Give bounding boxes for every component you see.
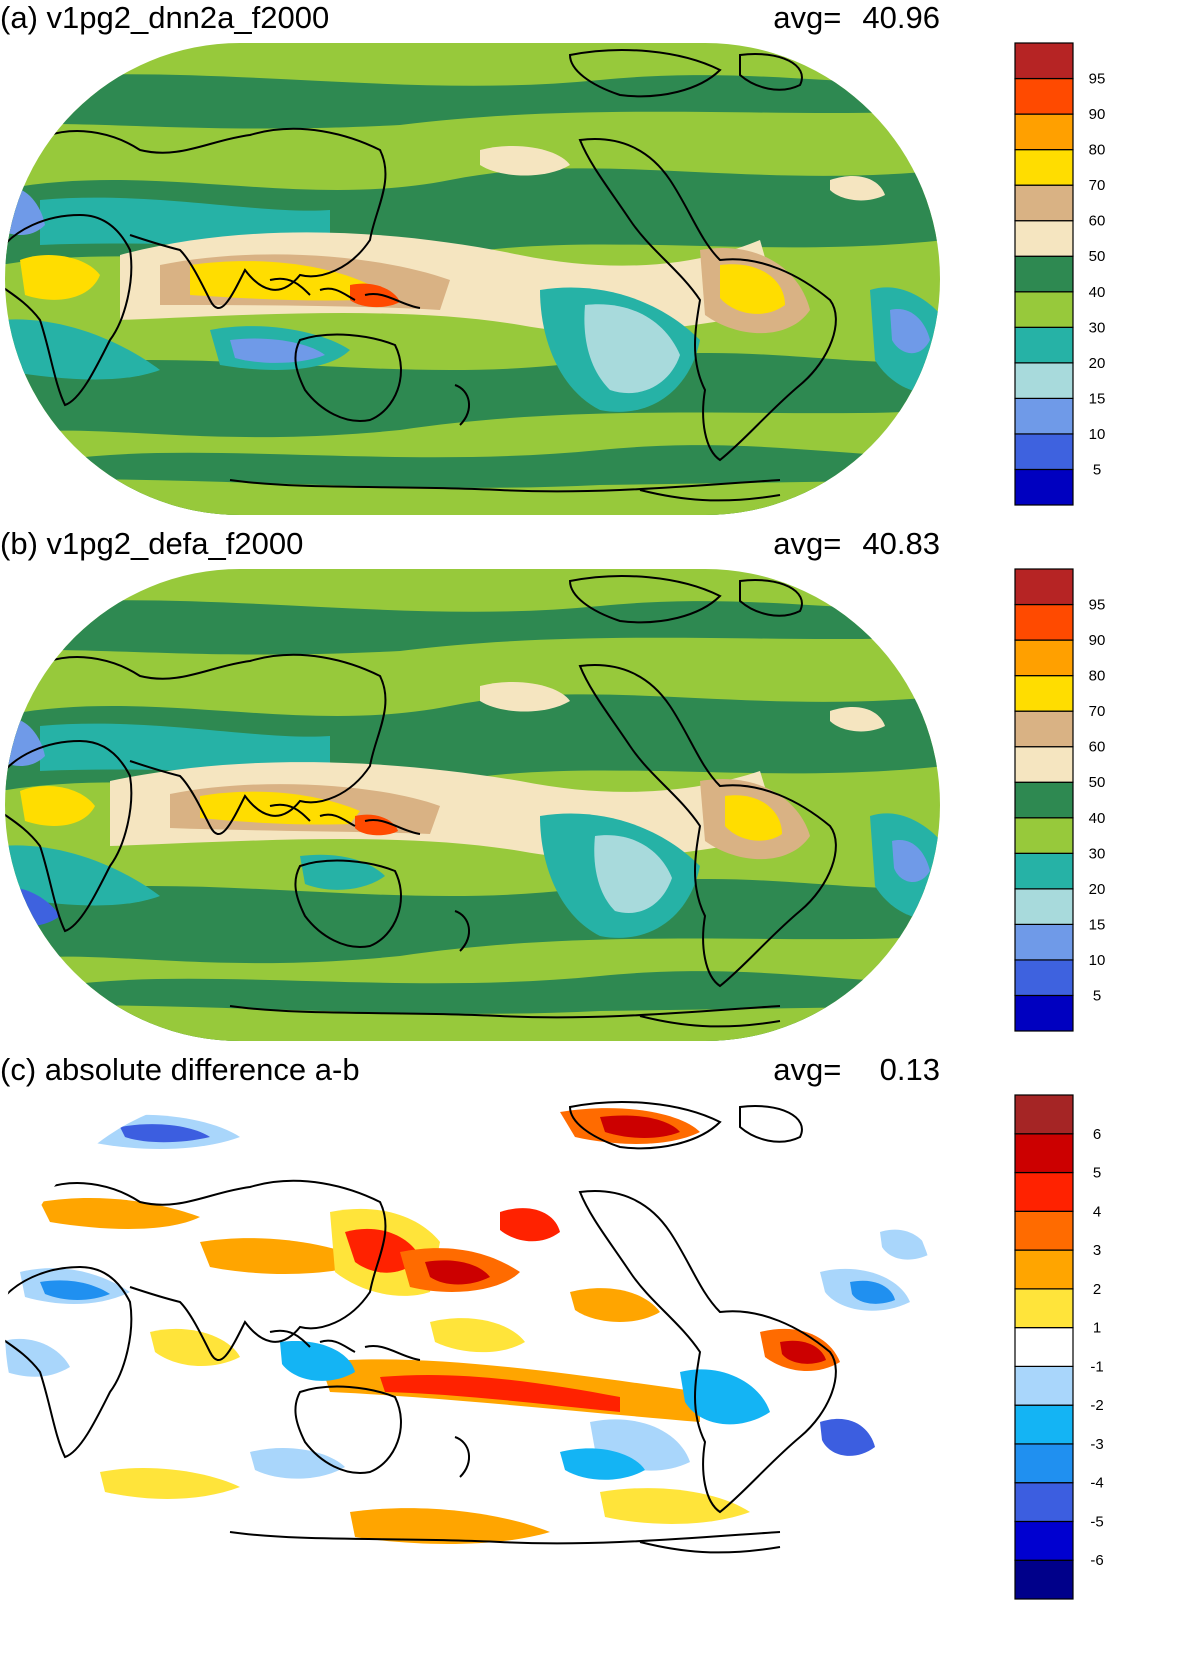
panel-b-colorbar-swatch bbox=[1014, 923, 1074, 961]
panel-c-colorbar-label: 4 bbox=[1093, 1203, 1101, 1220]
panel-c-colorbar-label: 1 bbox=[1093, 1320, 1101, 1337]
panel-a-colorbar-label: 95 bbox=[1089, 71, 1106, 88]
panel-a-colorbar-swatch bbox=[1014, 184, 1074, 222]
panel-c-colorbar: -6 -5 -4 -3 -2 -1 1 2 3 4 5 6 bbox=[1014, 1094, 1104, 1600]
panel-b-colorbar-swatch bbox=[1014, 781, 1074, 819]
panel-c-avg-value: 0.13 bbox=[879, 1052, 940, 1087]
panel-b-colorbar-label: 10 bbox=[1089, 952, 1106, 969]
panel-a-map bbox=[5, 43, 940, 515]
panel-a-title: (a) v1pg2_dnn2a_f2000 bbox=[0, 0, 330, 35]
panel-b-colorbar-label: 15 bbox=[1089, 916, 1106, 933]
panel-c-colorbar-swatch bbox=[1014, 1171, 1074, 1212]
panel-b-colorbar-label: 95 bbox=[1089, 597, 1106, 614]
panel-a-colorbar-swatch bbox=[1014, 220, 1074, 257]
panel-c-colorbar-label: -2 bbox=[1090, 1397, 1103, 1414]
panel-c-colorbar-label: -5 bbox=[1090, 1513, 1103, 1530]
panel-b-colorbar-label: 30 bbox=[1089, 845, 1106, 862]
panel-b-colorbar-swatch bbox=[1014, 852, 1074, 890]
panel-c-colorbar-swatch bbox=[1014, 1365, 1074, 1406]
panel-a-colorbar-label: 80 bbox=[1089, 142, 1106, 159]
panel-b-avg-label: avg= bbox=[773, 526, 842, 561]
panel-a-colorbar-label: 40 bbox=[1089, 284, 1106, 301]
panel-c-colorbar-label: 6 bbox=[1093, 1126, 1101, 1143]
panel-a-colorbar-swatch bbox=[1014, 362, 1074, 399]
panel-b-colorbar-swatch bbox=[1014, 817, 1074, 854]
panel-c-colorbar-label: -3 bbox=[1090, 1436, 1103, 1453]
panel-b-colorbar-label: 20 bbox=[1089, 881, 1106, 898]
panel-a-colorbar-label: 15 bbox=[1089, 390, 1106, 407]
panel-c: (c) absolute difference a-b avg= 0.13 bbox=[0, 1052, 1183, 1677]
panel-c-average: avg= 0.13 bbox=[773, 1052, 940, 1088]
panel-a-colorbar-swatch bbox=[1014, 113, 1074, 151]
panel-c-colorbar-swatch bbox=[1014, 1482, 1074, 1523]
panel-b-average: avg= 40.83 bbox=[773, 526, 940, 562]
panel-c-colorbar-label: 3 bbox=[1093, 1242, 1101, 1259]
panel-c-title: (c) absolute difference a-b bbox=[0, 1052, 360, 1087]
panel-c-colorbar-swatch bbox=[1014, 1520, 1074, 1561]
panel-b-colorbar-swatch bbox=[1014, 639, 1074, 677]
panel-a: (a) v1pg2_dnn2a_f2000 avg= 40.96 bbox=[0, 0, 1183, 520]
panel-a-colorbar: 5 10 15 20 30 40 50 60 70 80 90 95 bbox=[1014, 42, 1106, 506]
panel-a-colorbar-swatch bbox=[1014, 326, 1074, 364]
panel-b-colorbar-swatch bbox=[1014, 959, 1074, 997]
panel-b-colorbar-swatch bbox=[1014, 675, 1074, 712]
panel-c-colorbar-label: 5 bbox=[1093, 1165, 1101, 1182]
panel-b-colorbar-swatch bbox=[1014, 746, 1074, 783]
panel-a-colorbar-label: 60 bbox=[1089, 213, 1106, 230]
panel-a-colorbar-swatch bbox=[1014, 255, 1074, 293]
panel-c-colorbar-swatch bbox=[1014, 1133, 1074, 1174]
panel-c-colorbar-swatch bbox=[1014, 1559, 1074, 1600]
panel-c-colorbar-swatch bbox=[1014, 1404, 1074, 1445]
panel-b-title: (b) v1pg2_defa_f2000 bbox=[0, 526, 304, 561]
panel-c-colorbar-label: -1 bbox=[1090, 1358, 1103, 1375]
panel-a-colorbar-swatch bbox=[1014, 433, 1074, 471]
panel-a-avg-value: 40.96 bbox=[862, 0, 940, 35]
panel-b-colorbar-label: 50 bbox=[1089, 774, 1106, 791]
panel-b-colorbar: 5 10 15 20 30 40 50 60 70 80 90 95 bbox=[1014, 568, 1106, 1032]
panel-a-colorbar-swatch bbox=[1014, 291, 1074, 328]
panel-a-colorbar-label: 10 bbox=[1089, 426, 1106, 443]
panel-a-colorbar-swatch bbox=[1014, 42, 1074, 80]
panel-a-average: avg= 40.96 bbox=[773, 0, 940, 36]
panel-a-colorbar-label: 50 bbox=[1089, 248, 1106, 265]
panel-a-avg-label: avg= bbox=[773, 0, 842, 35]
panel-b-colorbar-label: 40 bbox=[1089, 810, 1106, 827]
panel-a-colorbar-swatch bbox=[1014, 397, 1074, 435]
panel-b-colorbar-swatch bbox=[1014, 603, 1074, 641]
panel-c-colorbar-swatch bbox=[1014, 1288, 1074, 1329]
panel-b-colorbar-label: 80 bbox=[1089, 668, 1106, 685]
panel-c-colorbar-swatch bbox=[1014, 1443, 1074, 1484]
panel-b-avg-value: 40.83 bbox=[862, 526, 940, 561]
panel-b-colorbar-swatch bbox=[1014, 568, 1074, 606]
panel-a-colorbar-label: 90 bbox=[1089, 106, 1106, 123]
panel-c-colorbar-swatch bbox=[1014, 1327, 1074, 1367]
panel-b-colorbar-label: 60 bbox=[1089, 739, 1106, 756]
panel-b-colorbar-label: 70 bbox=[1089, 703, 1106, 720]
panel-a-colorbar-swatch bbox=[1014, 149, 1074, 186]
panel-c-colorbar-label: -6 bbox=[1090, 1552, 1103, 1569]
panel-a-colorbar-label: 20 bbox=[1089, 355, 1106, 372]
panel-c-colorbar-swatch bbox=[1014, 1249, 1074, 1290]
panel-b-colorbar-label: 90 bbox=[1089, 632, 1106, 649]
panel-a-colorbar-swatch bbox=[1014, 77, 1074, 115]
panel-a-colorbar-label: 70 bbox=[1089, 177, 1106, 194]
panel-c-colorbar-label: 2 bbox=[1093, 1281, 1101, 1298]
panel-b-map bbox=[5, 569, 940, 1041]
panel-c-colorbar-swatch bbox=[1014, 1210, 1074, 1251]
panel-a-colorbar-label: 5 bbox=[1093, 461, 1101, 478]
panel-b-colorbar-swatch bbox=[1014, 710, 1074, 748]
panel-a-colorbar-swatch bbox=[1014, 468, 1074, 506]
panel-b-colorbar-swatch bbox=[1014, 888, 1074, 925]
panel-c-colorbar-label: -4 bbox=[1090, 1475, 1103, 1492]
panel-b-colorbar-swatch bbox=[1014, 994, 1074, 1032]
panel-c-avg-label: avg= bbox=[773, 1052, 842, 1087]
panel-c-map bbox=[5, 1095, 940, 1567]
panel-a-colorbar-label: 30 bbox=[1089, 319, 1106, 336]
panel-b-colorbar-label: 5 bbox=[1093, 987, 1101, 1004]
panel-b: (b) v1pg2_defa_f2000 avg= 40.83 bbox=[0, 526, 1183, 1046]
panel-c-colorbar-swatch bbox=[1014, 1094, 1074, 1135]
